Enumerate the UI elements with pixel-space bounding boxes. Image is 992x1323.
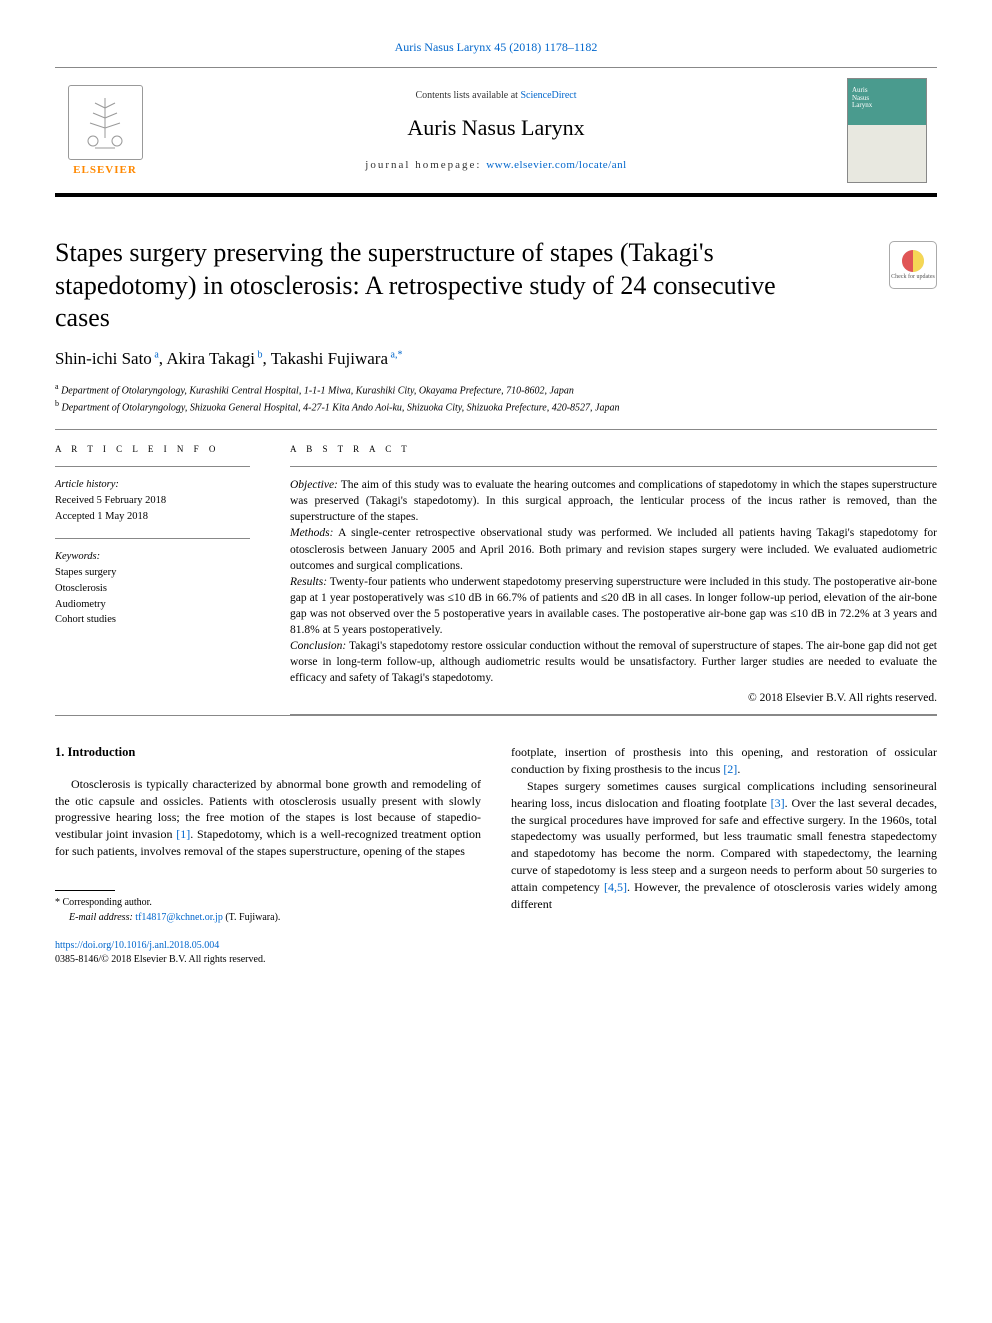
elsevier-wordmark: ELSEVIER [73, 164, 137, 176]
corresponding-note: * Corresponding author. [55, 895, 481, 910]
authors-line: Shin-ichi Sato a, Akira Takagi b, Takash… [55, 349, 937, 369]
divider [55, 429, 937, 430]
abstract-objective-label: Objective: [290, 479, 338, 491]
email-label: E-mail address: [69, 912, 135, 923]
journal-name: Auris Nasus Larynx [155, 115, 837, 141]
keyword: Otosclerosis [55, 581, 250, 597]
abstract-objective: The aim of this study was to evaluate th… [290, 479, 937, 523]
body-paragraph: Otosclerosis is typically characterized … [55, 776, 481, 860]
abstract-copyright: © 2018 Elsevier B.V. All rights reserved… [290, 692, 937, 704]
journal-homepage: journal homepage: www.elsevier.com/locat… [155, 159, 837, 171]
homepage-link[interactable]: www.elsevier.com/locate/anl [486, 159, 626, 171]
body-column-right: footplate, insertion of prosthesis into … [511, 744, 937, 924]
article-title: Stapes surgery preserving the superstruc… [55, 237, 835, 335]
abstract-conclusion: Takagi's stapedotomy restore ossicular c… [290, 640, 937, 684]
author-email-link[interactable]: tf14817@kchnet.or.jp [135, 912, 223, 923]
citation-ref[interactable]: [2] [723, 762, 737, 776]
body-column-left: 1. Introduction Otosclerosis is typicall… [55, 744, 481, 924]
abstract-heading: A B S T R A C T [290, 444, 937, 454]
doi-link[interactable]: https://doi.org/10.1016/j.anl.2018.05.00… [55, 940, 219, 951]
received-date: Received 5 February 2018 [55, 493, 250, 509]
article-body: 1. Introduction Otosclerosis is typicall… [55, 744, 937, 924]
affiliation-marker: a [152, 349, 159, 360]
contents-available: Contents lists available at ScienceDirec… [155, 90, 837, 101]
history-label: Article history: [55, 477, 250, 493]
issn-copyright: 0385-8146/© 2018 Elsevier B.V. All right… [55, 954, 265, 965]
citation-ref[interactable]: [3] [771, 796, 785, 810]
divider [55, 715, 937, 716]
journal-cover-thumbnail: Auris Nasus Larynx [847, 78, 927, 183]
keyword: Stapes surgery [55, 565, 250, 581]
body-paragraph: footplate, insertion of prosthesis into … [511, 744, 937, 778]
abstract-methods: A single-center retrospective observatio… [290, 527, 937, 571]
abstract-column: A B S T R A C T Objective: The aim of th… [290, 444, 937, 715]
sciencedirect-link[interactable]: ScienceDirect [520, 90, 576, 101]
footnotes: * Corresponding author. E-mail address: … [55, 895, 481, 925]
corresponding-marker: * [397, 349, 402, 360]
abstract-results: Twenty-four patients who underwent stape… [290, 576, 937, 636]
affiliation-marker: b [255, 349, 263, 360]
citation-line: Auris Nasus Larynx 45 (2018) 1178–1182 [55, 40, 937, 55]
affiliations: a Department of Otolaryngology, Kurashik… [55, 381, 937, 416]
citation-link[interactable]: Auris Nasus Larynx 45 (2018) 1178–1182 [395, 40, 598, 54]
citation-ref[interactable]: [1] [176, 827, 190, 841]
citation-ref[interactable]: [4,5] [604, 880, 627, 894]
article-info-column: A R T I C L E I N F O Article history: R… [55, 444, 250, 715]
abstract-conclusion-label: Conclusion: [290, 640, 346, 652]
page-footer-info: https://doi.org/10.1016/j.anl.2018.05.00… [55, 939, 937, 967]
keywords-label: Keywords: [55, 549, 250, 565]
elsevier-tree-icon [68, 85, 143, 160]
abstract-methods-label: Methods: [290, 527, 333, 539]
article-info-heading: A R T I C L E I N F O [55, 444, 250, 454]
keyword: Audiometry [55, 597, 250, 613]
check-updates-badge[interactable]: Check for updates [889, 241, 937, 289]
accepted-date: Accepted 1 May 2018 [55, 509, 250, 525]
journal-header: ELSEVIER Contents lists available at Sci… [55, 67, 937, 197]
footnote-separator [55, 890, 115, 891]
body-paragraph: Stapes surgery sometimes causes surgical… [511, 778, 937, 912]
keyword: Cohort studies [55, 612, 250, 628]
publisher-logo: ELSEVIER [55, 77, 155, 184]
abstract-results-label: Results: [290, 576, 327, 588]
crossmark-icon [902, 250, 924, 272]
section-heading: 1. Introduction [55, 744, 481, 762]
